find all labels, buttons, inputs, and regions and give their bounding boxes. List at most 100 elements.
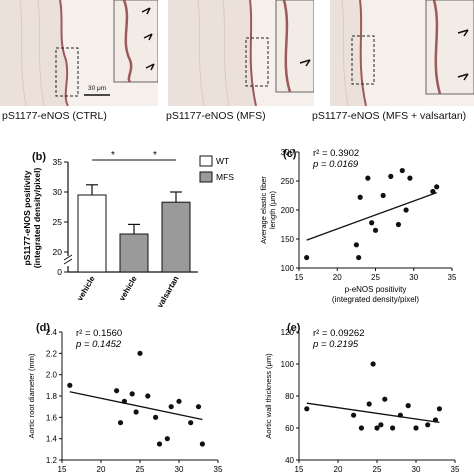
caption-mfs-valsartan: pS1177-eNOS (MFS + valsartan) xyxy=(312,110,467,122)
b-axis-break xyxy=(63,258,73,265)
ytick-label: 2.2 xyxy=(46,349,58,358)
data-point xyxy=(145,393,151,399)
chart-d: 15 20 25 30 35 1.2 1.4 1.6 1.8 2.0 2.2 2.4 r² = 0.15… xyxy=(27,328,223,474)
ytick-label: 1.4 xyxy=(46,435,58,444)
data-point xyxy=(388,173,394,179)
data-point xyxy=(353,242,359,248)
xtick-label: 35 xyxy=(214,465,223,474)
b-category-label: valsartan xyxy=(155,274,180,309)
data-point xyxy=(164,436,170,442)
fit-line xyxy=(306,191,437,241)
b-ytick-label: 0 xyxy=(57,267,62,277)
fit-line xyxy=(69,391,203,421)
ylabel: Average elastic fiberlength (μm) xyxy=(259,176,277,244)
data-point xyxy=(356,254,362,261)
data-point xyxy=(395,221,402,228)
b-ytick-label: 20 xyxy=(53,247,63,257)
ytick-label: 2.0 xyxy=(46,371,58,380)
fit-line xyxy=(306,402,440,424)
caption-mfs: pS1177-eNOS (MFS) xyxy=(166,110,266,122)
micrograph-mfs xyxy=(168,0,314,106)
data-point xyxy=(199,441,205,447)
micrograph-mfs-valsartan xyxy=(330,0,474,106)
b-category-label: vehicle xyxy=(75,274,97,302)
data-point xyxy=(430,188,436,195)
data-point xyxy=(382,396,388,402)
xlabel: p-eNOS positivity xyxy=(345,285,407,294)
data-point xyxy=(374,425,380,431)
data-point xyxy=(351,412,357,418)
data-point xyxy=(399,167,405,174)
xtick-label: 15 xyxy=(58,465,67,474)
data-point xyxy=(436,406,442,412)
b-category-label: vehicle xyxy=(117,274,139,302)
ytick-label: 200 xyxy=(281,206,295,215)
micrograph-mfs-image xyxy=(168,0,314,106)
caption-ctrl: pS1177-eNOS (CTRL) xyxy=(2,110,107,122)
data-point xyxy=(390,425,396,431)
b-bar xyxy=(77,194,107,273)
xtick-label: 30 xyxy=(175,465,184,474)
data-point xyxy=(434,184,440,190)
xtick-label: 25 xyxy=(136,465,145,474)
panel-letter-b: (b) xyxy=(32,151,47,163)
micrograph-ctrl-image xyxy=(0,0,158,106)
xtick-label: 25 xyxy=(373,465,382,474)
xtick-label: 35 xyxy=(451,465,460,474)
data-point xyxy=(405,403,411,409)
ytick-label: 1.2 xyxy=(46,456,58,465)
b-ytick-label: 35 xyxy=(53,157,63,167)
ytick-label: 250 xyxy=(281,177,295,186)
b-legend-label-mfs: MFS xyxy=(216,172,234,182)
panel-letter-d: (d) xyxy=(36,322,51,334)
ytick-label: 60 xyxy=(285,424,294,433)
data-point xyxy=(188,420,194,426)
panel-letter-c: (c) xyxy=(283,148,297,160)
micrograph-mfs-valsartan-image xyxy=(330,0,474,106)
ylabel: Aortic wall thickness (μm) xyxy=(264,353,273,439)
xtick-label: 20 xyxy=(97,465,106,474)
data-point xyxy=(403,207,409,213)
ytick-label: 300 xyxy=(281,148,295,157)
xlabel: (integrated density/pixel) xyxy=(332,295,419,304)
b-significance-star: * xyxy=(153,150,157,161)
data-point xyxy=(425,422,431,428)
data-point xyxy=(195,404,202,410)
data-point xyxy=(413,425,419,431)
ytick-label: 80 xyxy=(285,392,294,401)
xtick-label: 25 xyxy=(371,273,380,282)
micrograph-ctrl: 30 μm xyxy=(0,0,158,106)
scale-bar-label: 30 μm xyxy=(88,85,107,92)
ytick-label: 1.6 xyxy=(46,413,58,422)
xtick-label: 15 xyxy=(295,273,304,282)
panel-letter-e: (e) xyxy=(287,322,301,334)
ytick-label: 40 xyxy=(285,456,294,465)
xtick-label: 30 xyxy=(412,465,421,474)
data-point xyxy=(357,194,363,200)
ytick-label: 2.4 xyxy=(46,328,58,337)
ytick-label: 1.8 xyxy=(46,392,58,401)
xtick-label: 35 xyxy=(448,273,457,282)
data-point xyxy=(176,398,182,404)
data-point xyxy=(117,420,124,426)
b-significance-star: * xyxy=(111,150,115,161)
b-legend-swatch-mfs xyxy=(199,171,213,183)
data-point xyxy=(366,401,372,407)
data-point xyxy=(378,422,384,428)
stat-r-squared: r² = 0.09262 xyxy=(313,328,365,339)
b-ytick-label: 25 xyxy=(53,217,63,227)
xtick-label: 30 xyxy=(409,273,418,282)
stat-p-value: p = 0.0169 xyxy=(312,159,359,170)
ytick-label: 120 xyxy=(281,328,295,337)
data-point xyxy=(137,350,143,356)
data-point xyxy=(304,406,310,412)
data-point xyxy=(365,175,371,181)
stat-p-value: p = 0.2195 xyxy=(312,339,359,350)
b-legend-swatch-wt xyxy=(199,155,213,167)
data-point xyxy=(372,227,379,233)
data-point xyxy=(114,388,120,394)
b-legend-label-wt: WT xyxy=(216,156,229,166)
